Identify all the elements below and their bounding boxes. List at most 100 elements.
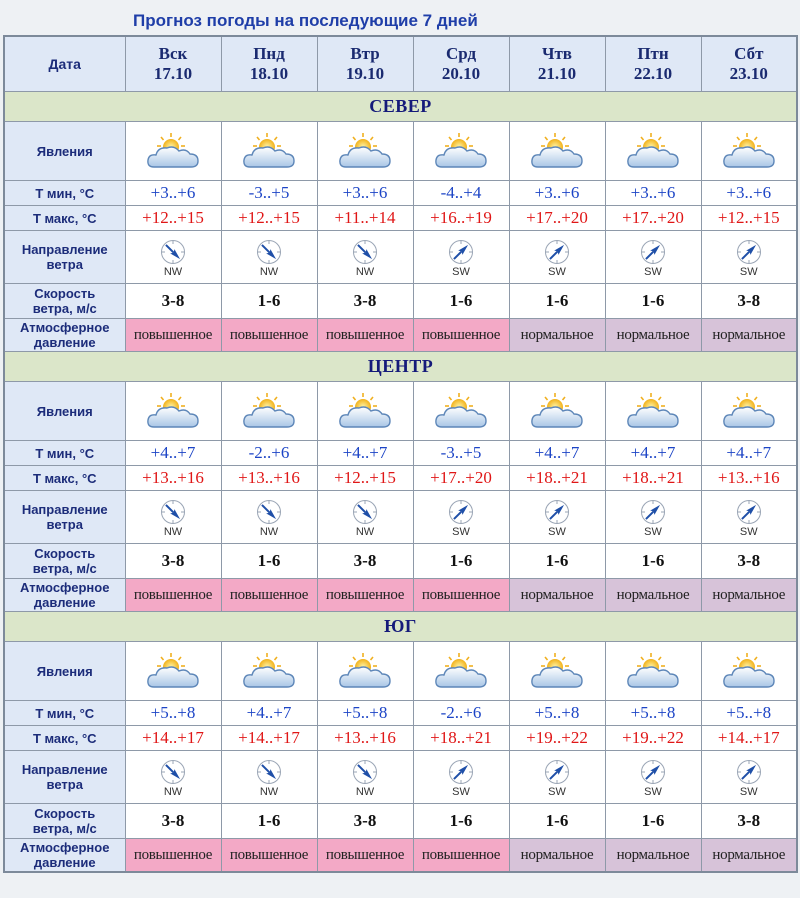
wind-direction-cell: SW bbox=[604, 490, 702, 544]
wind-direction-icon bbox=[161, 239, 185, 264]
pressure-label: Атмосферное давление bbox=[3, 838, 126, 873]
partly-cloudy-icon bbox=[147, 133, 199, 168]
day-name: Втр bbox=[350, 44, 380, 63]
phenomena-cell bbox=[124, 381, 222, 441]
wind-direction-row: Направление ветра NW NW NW SW SW SW SW bbox=[3, 490, 798, 544]
wind-direction-cell: NW bbox=[124, 750, 222, 804]
pressure-label-text-2: давление bbox=[33, 855, 96, 870]
tmin-label: Т мин, °С bbox=[3, 180, 126, 206]
phenomena-row: Явления bbox=[3, 381, 798, 441]
wind-speed-label-text: Скорость bbox=[34, 806, 96, 821]
forecast-table: Дата Вск 17.10 Пнд 18.10 Втр 19.10 Срд 20.10 Чтв… bbox=[3, 35, 798, 873]
wind-speed-cell: 1-6 bbox=[220, 283, 318, 319]
phenomena-cell bbox=[220, 121, 318, 181]
partly-cloudy-icon bbox=[243, 133, 295, 168]
day-name: Чтв bbox=[541, 44, 572, 63]
region-header-row: СЕВЕР bbox=[3, 91, 798, 122]
phenomena-cell bbox=[508, 121, 606, 181]
wind-direction-cell: SW bbox=[508, 230, 606, 284]
pressure-cell: повышенное bbox=[412, 318, 510, 352]
wind-direction-icon bbox=[736, 759, 761, 784]
wind-speed-cell: 3-8 bbox=[316, 543, 414, 579]
phenomena-label-text: Явления bbox=[36, 663, 93, 679]
partly-cloudy-icon bbox=[531, 133, 583, 168]
phenomena-cell bbox=[316, 641, 414, 701]
wind-direction-label-text: Направление bbox=[21, 762, 108, 777]
wind-direction-row: Направление ветра NW NW NW SW SW SW SW bbox=[3, 750, 798, 804]
wind-direction-text: SW bbox=[644, 265, 662, 278]
tmin-row: Т мин, °С +5..+8 +4..+7 +5..+8 -2..+6 +5..+8 +… bbox=[3, 700, 798, 726]
day-header-cell: Птн 22.10 bbox=[604, 35, 702, 92]
wind-direction-icon bbox=[736, 239, 761, 264]
tmax-cell: +13..+16 bbox=[700, 465, 798, 491]
pressure-cell: повышенное bbox=[220, 318, 318, 352]
region-header-row: ЦЕНТР bbox=[3, 351, 798, 382]
wind-direction-label-text: Направление bbox=[21, 502, 108, 517]
tmax-label-text: Т макс, °С bbox=[32, 730, 97, 746]
day-name: Срд bbox=[445, 44, 477, 63]
wind-speed-cell: 3-8 bbox=[316, 803, 414, 839]
wind-direction-label-text-2: ветра bbox=[46, 777, 83, 792]
partly-cloudy-icon bbox=[627, 393, 679, 428]
pressure-cell: нормальное bbox=[508, 318, 606, 352]
day-header-cell: Сбт 23.10 bbox=[700, 35, 798, 92]
tmax-cell: +17..+20 bbox=[604, 205, 702, 231]
phenomena-cell bbox=[508, 381, 606, 441]
wind-direction-cell: SW bbox=[412, 230, 510, 284]
wind-direction-icon bbox=[641, 499, 665, 524]
wind-direction-text: SW bbox=[452, 525, 470, 538]
day-name: Птн bbox=[637, 44, 669, 63]
wind-direction-cell: SW bbox=[412, 750, 510, 804]
wind-speed-row: Скорость ветра, м/с 3-8 1-6 3-8 1-6 1-6 1-6 3-8 bbox=[3, 803, 798, 839]
tmax-cell: +16..+19 bbox=[412, 205, 510, 231]
phenomena-label: Явления bbox=[3, 641, 126, 701]
tmax-cell: +13..+16 bbox=[220, 465, 318, 491]
day-name: Сбт bbox=[734, 44, 764, 63]
wind-direction-cell: NW bbox=[316, 230, 414, 284]
region-header-row: ЮГ bbox=[3, 611, 798, 642]
region-name: СЕВЕР bbox=[3, 91, 798, 122]
pressure-cell: нормальное bbox=[604, 318, 702, 352]
phenomena-cell bbox=[604, 121, 702, 181]
wind-direction-text: SW bbox=[644, 785, 662, 798]
tmax-label: Т макс, °С bbox=[3, 205, 126, 231]
pressure-cell: повышенное bbox=[124, 318, 222, 352]
pressure-row: Атмосферное давление повышенное повышенное п… bbox=[3, 578, 798, 612]
phenomena-cell bbox=[220, 641, 318, 701]
wind-direction-icon bbox=[641, 759, 665, 784]
tmin-cell: +3..+6 bbox=[316, 180, 414, 206]
pressure-cell: повышенное bbox=[124, 578, 222, 612]
tmax-label-text: Т макс, °С bbox=[32, 210, 97, 226]
tmin-label-text: Т мин, °С bbox=[35, 185, 95, 201]
wind-speed-cell: 3-8 bbox=[700, 803, 798, 839]
tmin-cell: +3..+6 bbox=[508, 180, 606, 206]
wind-direction-text: SW bbox=[739, 265, 758, 278]
tmax-cell: +12..+15 bbox=[220, 205, 318, 231]
wind-direction-text: NW bbox=[163, 785, 183, 798]
wind-direction-cell: SW bbox=[604, 750, 702, 804]
day-date: 18.10 bbox=[249, 64, 289, 83]
wind-direction-text: NW bbox=[355, 265, 375, 278]
wind-direction-cell: SW bbox=[700, 750, 798, 804]
region-name: ЮГ bbox=[3, 611, 798, 642]
wind-direction-cell: SW bbox=[508, 750, 606, 804]
tmin-cell: +3..+6 bbox=[124, 180, 222, 206]
phenomena-row: Явления bbox=[3, 641, 798, 701]
wind-direction-cell: NW bbox=[316, 750, 414, 804]
tmax-cell: +18..+21 bbox=[604, 465, 702, 491]
wind-direction-cell: NW bbox=[220, 750, 318, 804]
tmin-cell: +5..+8 bbox=[508, 700, 606, 726]
wind-direction-icon bbox=[353, 759, 377, 784]
day-header-cell: Вск 17.10 bbox=[124, 35, 222, 92]
wind-speed-label-text: Скорость bbox=[34, 546, 96, 561]
wind-direction-icon bbox=[545, 239, 569, 264]
pressure-cell: повышенное bbox=[316, 318, 414, 352]
day-date: 17.10 bbox=[153, 64, 193, 83]
tmax-cell: +12..+15 bbox=[316, 465, 414, 491]
wind-direction-icon bbox=[257, 499, 281, 524]
wind-speed-label: Скорость ветра, м/с bbox=[3, 543, 126, 579]
partly-cloudy-icon bbox=[627, 653, 679, 688]
pressure-cell: нормальное bbox=[700, 838, 798, 873]
day-date: 21.10 bbox=[537, 64, 577, 83]
